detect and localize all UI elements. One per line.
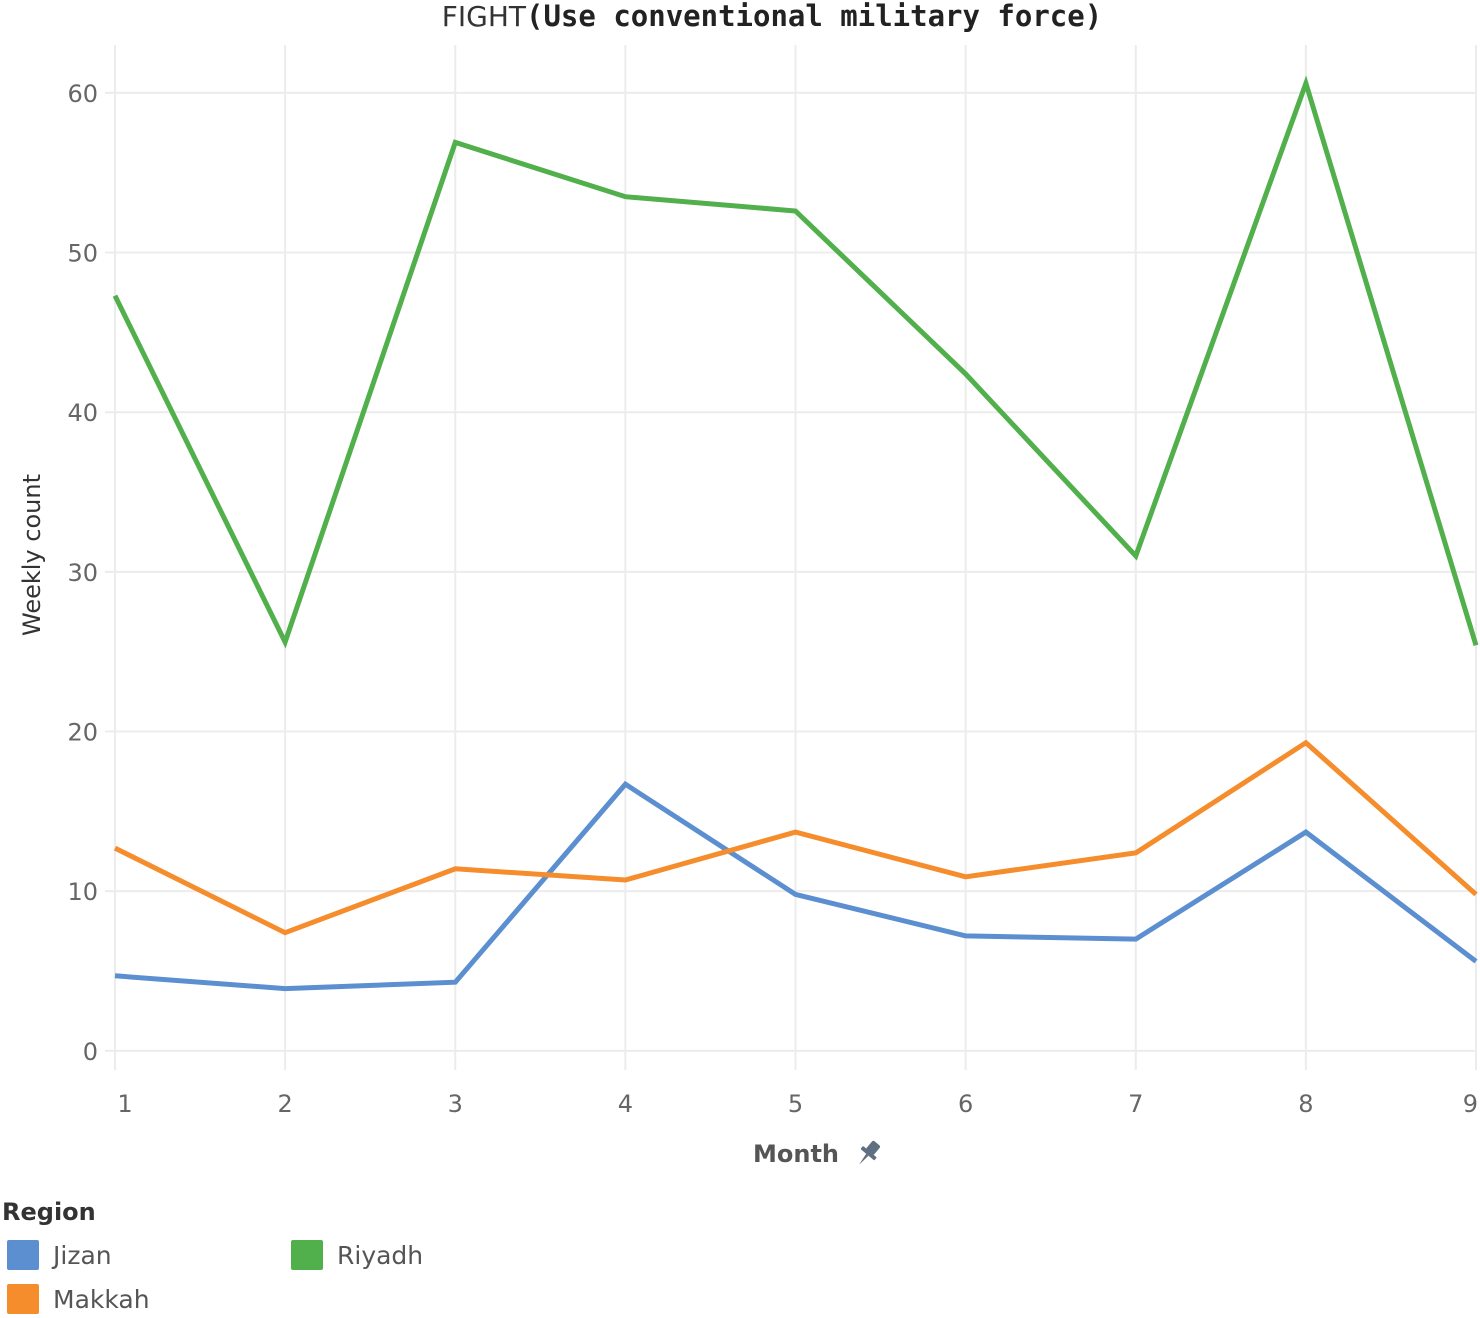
- x-tick-label: 1: [117, 1090, 132, 1118]
- x-tick-label: 2: [277, 1090, 292, 1118]
- series-line-makkah[interactable]: [113, 739, 1478, 936]
- pin-icon[interactable]: [852, 1137, 884, 1170]
- x-axis-title: Month: [753, 1140, 839, 1168]
- chart-title: FIGHT(Use conventional military force): [442, 0, 1102, 33]
- y-tick-label: 0: [83, 1038, 98, 1066]
- legend-item-riyadh[interactable]: Riyadh: [291, 1238, 423, 1272]
- x-tick-label: 8: [1298, 1090, 1313, 1118]
- legend-item-makkah[interactable]: Makkah: [7, 1282, 150, 1316]
- legend: Region Jizan Makkah Riyadh: [0, 1198, 520, 1316]
- legend-swatch-riyadh: [291, 1240, 323, 1270]
- x-tick-label: 9: [1463, 1090, 1478, 1118]
- legend-item-jizan[interactable]: Jizan: [7, 1238, 112, 1272]
- legend-label-makkah: Makkah: [53, 1284, 150, 1314]
- gridlines: [105, 45, 1477, 1070]
- x-tick-label: 3: [448, 1090, 463, 1118]
- y-axis-title: Weekly count: [18, 474, 46, 636]
- series-line-riyadh[interactable]: [112, 75, 1479, 649]
- legend-title: Region: [2, 1198, 96, 1226]
- series-lines: [112, 75, 1479, 992]
- legend-swatch-jizan: [7, 1240, 39, 1270]
- legend-label-jizan: Jizan: [53, 1240, 112, 1270]
- y-tick-label: 10: [67, 878, 98, 906]
- legend-label-riyadh: Riyadh: [337, 1240, 424, 1270]
- y-tick-label: 50: [67, 240, 98, 268]
- tick-labels: 0 10 20 30 40 50 60 1 2 3 4 5 6 7 8 9: [67, 80, 1478, 1118]
- title-main: (Use conventional military force): [526, 0, 1102, 33]
- x-tick-label: 4: [618, 1090, 633, 1118]
- title-prefix: FIGHT: [442, 0, 527, 33]
- svg-text:FIGHT(Use conventional militar: FIGHT(Use conventional military force): [442, 0, 1102, 33]
- y-tick-label: 60: [67, 80, 98, 108]
- x-tick-label: 5: [788, 1090, 803, 1118]
- legend-swatch-makkah: [7, 1284, 39, 1314]
- y-tick-label: 20: [67, 719, 98, 747]
- y-tick-label: 30: [67, 559, 98, 587]
- series-line-jizan[interactable]: [114, 780, 1478, 992]
- x-tick-label: 6: [958, 1090, 973, 1118]
- y-tick-label: 40: [67, 399, 98, 427]
- x-tick-label: 7: [1128, 1090, 1143, 1118]
